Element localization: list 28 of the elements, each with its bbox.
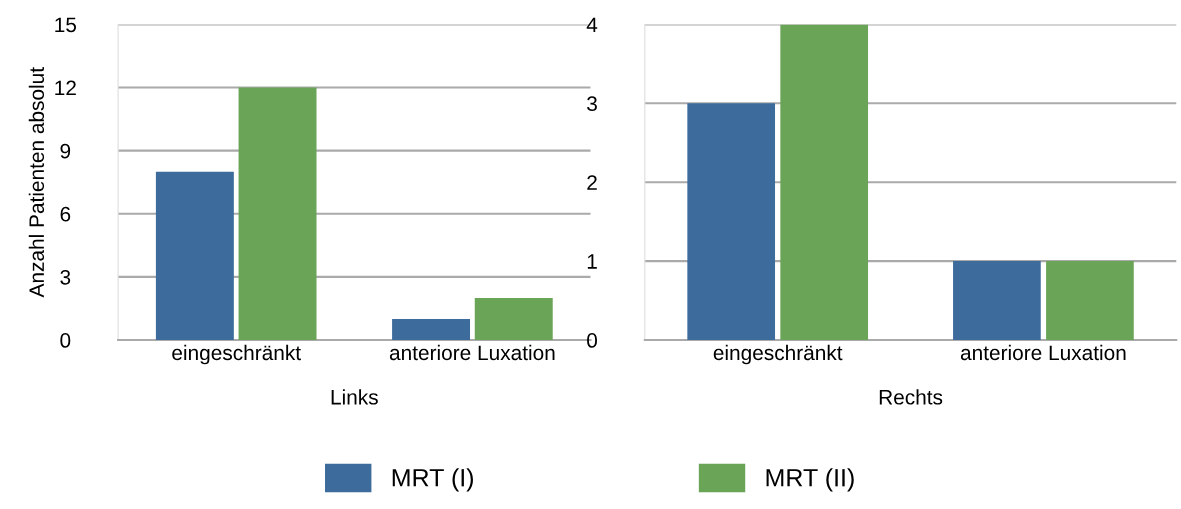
bar <box>238 87 317 341</box>
y-tick-label: 3 <box>60 269 71 285</box>
y-tick-label: 0 <box>587 333 598 348</box>
legend-label: MRT (II) <box>766 468 854 492</box>
x-axis-title: Rechts <box>879 389 943 405</box>
bar <box>1046 261 1134 341</box>
y-tick-label: 1 <box>587 254 597 269</box>
y-axis-title: Anzahl Patienten absolut <box>28 67 45 298</box>
y-tick-label: 6 <box>60 206 71 222</box>
x-tick-label: eingeschränkt <box>172 344 301 365</box>
y-tick-label: 9 <box>60 143 71 159</box>
x-tick-label: eingeschränkt <box>713 344 843 365</box>
bar <box>953 261 1041 341</box>
y-tick-label: 2 <box>587 175 597 190</box>
bar <box>780 24 869 341</box>
bar <box>392 318 471 341</box>
y-tick-label: 0 <box>60 333 71 348</box>
x-tick-label: anteriore Luxation <box>389 344 555 361</box>
bar <box>155 171 234 341</box>
x-tick-label: anteriore Luxation <box>960 344 1126 361</box>
bar <box>687 103 776 341</box>
bar <box>474 297 553 341</box>
legend-label: MRT (I) <box>392 468 473 492</box>
y-tick-label: 12 <box>55 80 76 96</box>
y-tick-label: 15 <box>55 17 77 33</box>
y-tick-label: 4 <box>586 17 598 32</box>
x-axis-title: Links <box>331 389 378 405</box>
y-tick-label: 3 <box>587 96 597 112</box>
